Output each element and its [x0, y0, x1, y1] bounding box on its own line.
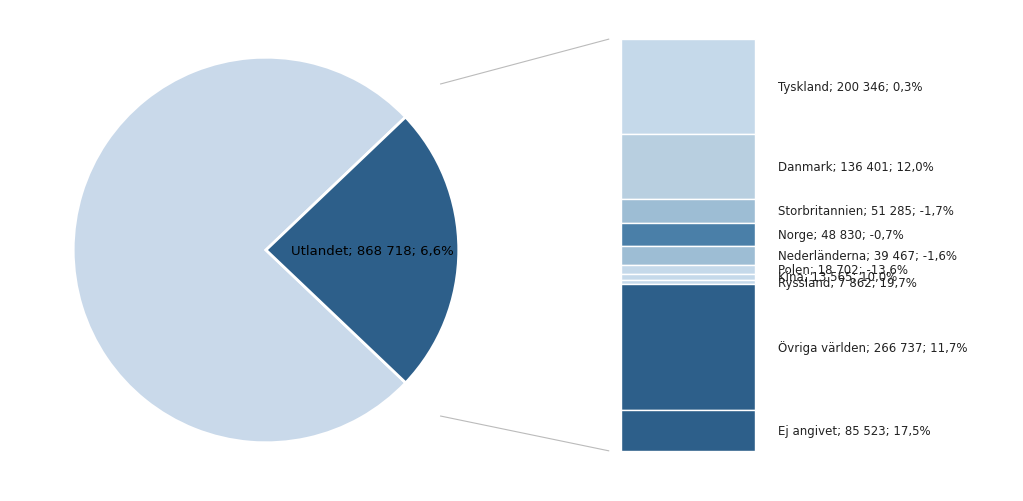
- Text: Norge; 48 830; -0,7%: Norge; 48 830; -0,7%: [779, 228, 904, 241]
- Bar: [621, 223, 755, 246]
- Bar: [621, 199, 755, 223]
- Bar: [621, 135, 755, 199]
- Text: Utlandet; 868 718; 6,6%: Utlandet; 868 718; 6,6%: [291, 244, 453, 257]
- Text: Ej angivet; 85 523; 17,5%: Ej angivet; 85 523; 17,5%: [779, 424, 931, 437]
- Text: Nederländerna; 39 467; -1,6%: Nederländerna; 39 467; -1,6%: [779, 249, 958, 263]
- Text: Tyskland; 200 346; 0,3%: Tyskland; 200 346; 0,3%: [779, 81, 923, 94]
- Bar: [621, 284, 755, 410]
- Bar: [621, 40, 755, 135]
- Text: Övriga världen; 266 737; 11,7%: Övriga världen; 266 737; 11,7%: [779, 340, 968, 354]
- Bar: [621, 274, 755, 281]
- Wedge shape: [266, 118, 458, 383]
- Bar: [621, 281, 755, 284]
- Bar: [621, 266, 755, 274]
- Bar: [621, 410, 755, 451]
- Text: Danmark; 136 401; 12,0%: Danmark; 136 401; 12,0%: [779, 161, 934, 173]
- Text: Polen; 18 702; -13,6%: Polen; 18 702; -13,6%: [779, 263, 908, 276]
- Wedge shape: [74, 58, 406, 443]
- Bar: [621, 246, 755, 266]
- Text: Ryssland; 7 862; 19,7%: Ryssland; 7 862; 19,7%: [779, 276, 917, 289]
- Text: Kina; 13 565; 10,0%: Kina; 13 565; 10,0%: [779, 271, 897, 284]
- Text: Storbritannien; 51 285; -1,7%: Storbritannien; 51 285; -1,7%: [779, 205, 954, 218]
